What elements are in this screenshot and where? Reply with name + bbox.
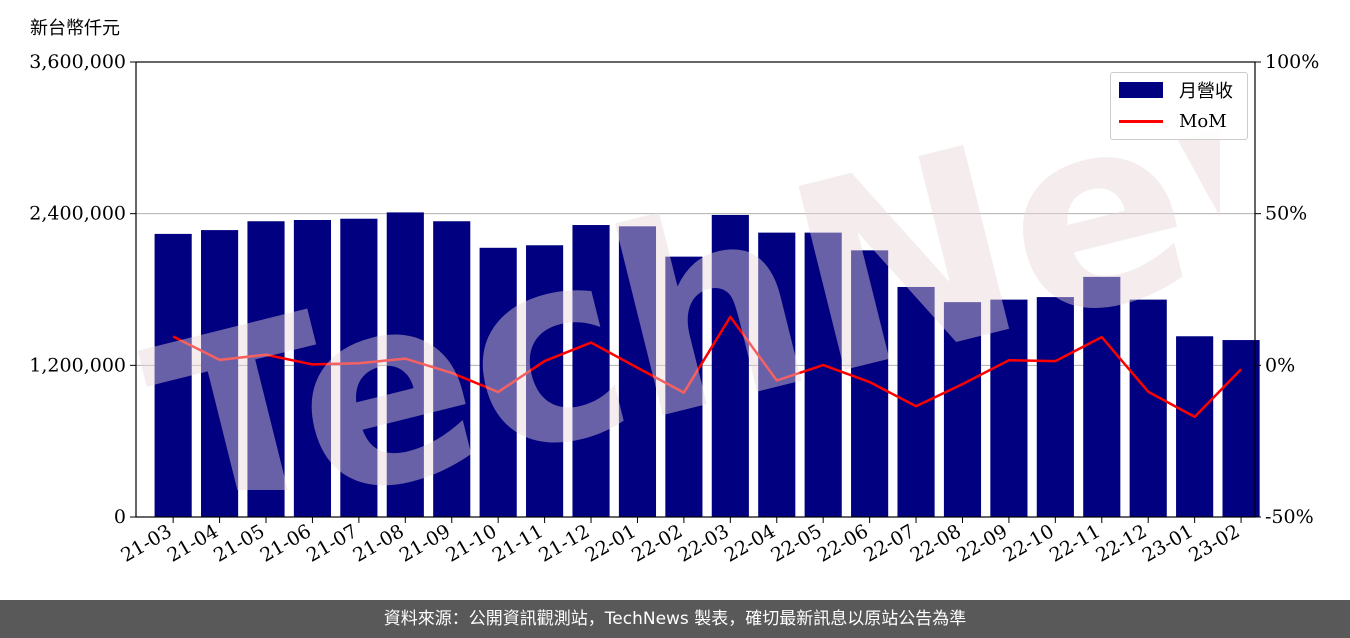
y-left-tick-label: 2,400,000 xyxy=(29,203,126,225)
x-tick-label: 21-07 xyxy=(303,520,361,566)
legend-label-revenue: 月營收 xyxy=(1179,81,1233,102)
plot-frame xyxy=(135,61,1256,518)
bar-22-06 xyxy=(851,250,889,517)
bar-21-05 xyxy=(247,221,285,517)
x-tick-label: 21-09 xyxy=(396,520,454,566)
legend-item-mom: MoM xyxy=(1119,110,1227,132)
x-tick-label: 22-11 xyxy=(1046,520,1104,566)
bar-21-08 xyxy=(386,212,424,517)
x-tick-label: 22-08 xyxy=(907,520,965,566)
x-tick-label: 22-02 xyxy=(628,520,686,566)
x-tick-label: 22-10 xyxy=(999,520,1057,566)
x-tick-label: 22-12 xyxy=(1092,520,1150,566)
revenue-chart: 0 1,200,000 2,400,000 3,600,000 -50% 0% 50% 100… xyxy=(29,51,1319,567)
x-tick-label: 23-02 xyxy=(1185,520,1243,566)
x-tick-label: 22-04 xyxy=(721,520,779,566)
legend-line-swatch xyxy=(1119,119,1163,123)
bar-22-12 xyxy=(1129,299,1167,517)
y-right-tick-label: 100% xyxy=(1265,51,1319,73)
x-tick-label: 23-01 xyxy=(1139,520,1197,566)
x-tick-label: 21-10 xyxy=(442,520,500,566)
y-right-tick-label: 50% xyxy=(1265,203,1307,225)
bar-22-04 xyxy=(758,232,796,517)
x-tick-label: 21-05 xyxy=(210,520,268,566)
x-tick-label: 21-06 xyxy=(256,520,314,566)
bar-21-12 xyxy=(572,225,610,517)
bar-22-08 xyxy=(943,302,982,517)
x-tick-label: 21-12 xyxy=(535,520,593,566)
bar-22-11 xyxy=(1083,276,1121,517)
mom-line xyxy=(172,315,1242,419)
legend-bar-swatch xyxy=(1119,82,1163,98)
x-tick-label: 21-08 xyxy=(349,520,407,566)
legend-label-mom: MoM xyxy=(1179,110,1227,132)
bar-23-02 xyxy=(1222,340,1260,517)
bar-22-03 xyxy=(711,214,749,518)
y-right-tick-label: -50% xyxy=(1265,506,1314,528)
x-tick-label: 22-05 xyxy=(767,520,825,566)
y-left-tick-label: 0 xyxy=(114,506,126,528)
bar-21-06 xyxy=(293,219,332,517)
bar-22-05 xyxy=(804,232,842,517)
x-tick-label: 22-03 xyxy=(674,520,732,566)
bar-22-10 xyxy=(1036,297,1074,517)
bar-23-01 xyxy=(1176,336,1214,517)
legend-item-revenue: 月營收 xyxy=(1119,79,1233,102)
y-left-tick-label: 3,600,000 xyxy=(29,51,126,73)
y-right-tick-label: 0% xyxy=(1265,354,1295,376)
x-tick-label: 22-06 xyxy=(814,520,872,566)
bar-22-07 xyxy=(897,286,935,517)
chart-legend: 月營收 MoM xyxy=(1110,72,1248,140)
bar-22-09 xyxy=(990,299,1028,517)
bar-21-03 xyxy=(154,233,192,517)
x-tick-label: 21-04 xyxy=(164,520,222,566)
bar-21-07 xyxy=(340,218,378,517)
x-tick-label: 22-07 xyxy=(860,520,918,566)
y-left-tick-label: 1,200,000 xyxy=(29,354,126,376)
source-footer: 資料來源：公開資訊觀測站，TechNews 製表，確切最新訊息以原站公告為準 xyxy=(0,600,1350,638)
x-tick-label: 21-11 xyxy=(489,520,547,566)
bar-21-11 xyxy=(526,245,564,517)
bar-21-04 xyxy=(201,230,239,517)
bar-22-01 xyxy=(618,226,657,518)
y-axis-unit-label: 新台幣仟元 xyxy=(30,18,120,39)
x-tick-label: 22-09 xyxy=(953,520,1011,566)
x-tick-label: 22-01 xyxy=(582,520,640,566)
